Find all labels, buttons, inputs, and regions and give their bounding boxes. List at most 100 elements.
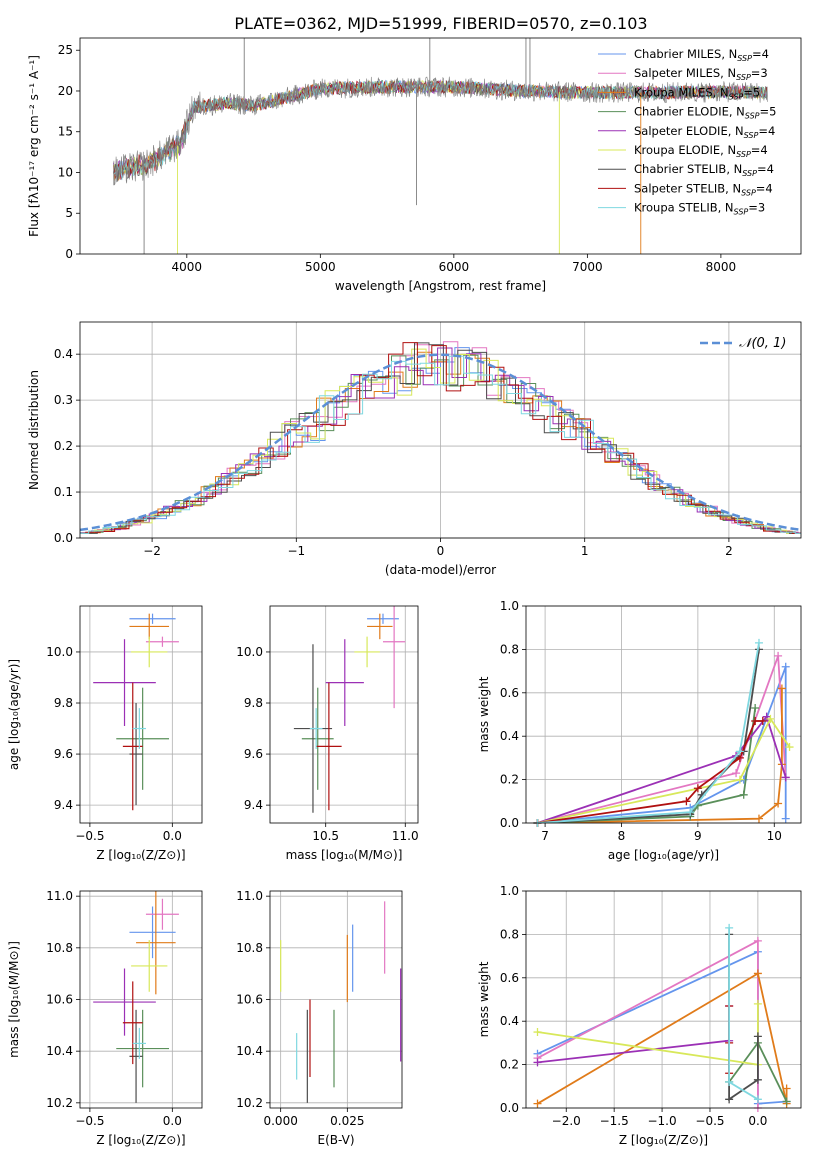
- y-tick-label: 0.4: [500, 1014, 519, 1028]
- legend-label-main: Kroupa STELIB, N: [634, 201, 734, 215]
- histogram-kroupa-stelib: [80, 355, 801, 534]
- errorbar-chabrier-miles: [129, 906, 176, 959]
- errorbar-salpeter-elodie: [93, 639, 156, 726]
- x-tick-label: −0.5: [75, 829, 104, 843]
- y-tick-label: 9.4: [244, 798, 263, 812]
- weight-marker-kroupa-stelib: [725, 1077, 734, 1086]
- errorbar-chabrier-miles: [129, 613, 176, 624]
- y-tick-label: 0.4: [54, 347, 73, 361]
- axes-frame: [79, 605, 203, 824]
- legend-label-main: Salpeter MILES, N: [634, 66, 736, 80]
- x-tick-label: 9: [694, 829, 702, 843]
- x-tick-label: −2.0: [552, 1114, 581, 1128]
- x-tick-label: 7: [541, 829, 549, 843]
- axes-weight-vs-age: 7 8 9 10 0.0 0.2 0.4 0.6 0.8 1.0 age [log₁₀(age/yr…: [477, 599, 801, 862]
- x-axis-label: mass [log₁₀(M/M⊙)]: [286, 848, 403, 862]
- weight-marker-kroupa-elodie: [785, 743, 794, 752]
- legend-label-main: Chabrier MILES, N: [634, 47, 737, 61]
- x-tick-label: 11.0: [392, 829, 419, 843]
- legend-label-tail: =3: [748, 201, 765, 215]
- weight-marker-salpeter-stelib: [682, 797, 691, 806]
- legend-label-chabrier-elodie: Chabrier ELODIE, NSSP=5: [634, 105, 776, 121]
- y-tick-label: 10.4: [236, 1044, 263, 1058]
- legend-label-tail: =4: [758, 124, 775, 138]
- y-tick-label: 25: [58, 43, 73, 57]
- weight-marker-kroupa-stelib: [735, 747, 744, 756]
- legend-label-tail: =4: [757, 162, 774, 176]
- weight-marker-kroupa-elodie: [753, 999, 762, 1008]
- errorbar-salpeter-elodie: [325, 639, 364, 726]
- x-tick-label: 2: [725, 544, 733, 558]
- weight-line-kroupa-elodie: [537, 717, 791, 823]
- y-axis-label: age [log₁₀(age/yr)]: [7, 659, 21, 770]
- weight-marker-kroupa-miles: [774, 799, 783, 808]
- legend-label-tail: =4: [751, 143, 768, 157]
- legend-label-salpeter-stelib: Salpeter STELIB, NSSP=4: [634, 181, 773, 197]
- y-tick-label: 10.0: [236, 645, 263, 659]
- y-tick-label: 9.6: [54, 747, 73, 761]
- errorbar-kroupa-elodie: [131, 636, 168, 668]
- x-axis-label: Z [log₁₀(Z/Z⊙)]: [619, 1133, 708, 1147]
- x-tick-label: 4000: [172, 260, 203, 274]
- y-tick-label: 15: [58, 125, 73, 139]
- y-tick-label: 0.4: [500, 729, 519, 743]
- legend-label-sub: SSP: [736, 73, 751, 82]
- x-axis-label: Z [log₁₀(Z/Z⊙)]: [96, 1133, 185, 1147]
- errorbar-salpeter-elodie: [93, 968, 156, 1036]
- weight-marker-chabrier-miles: [781, 814, 790, 823]
- normal-reference-curve: [80, 353, 801, 532]
- weight-marker-salpeter-miles: [774, 651, 783, 660]
- weight-line-kroupa-stelib: [537, 642, 760, 823]
- y-tick-label: 0.0: [54, 531, 73, 545]
- legend-label-main: Kroupa ELODIE, N: [634, 143, 736, 157]
- y-tick-label: 0.8: [500, 642, 519, 656]
- weight-marker-chabrier-stelib: [753, 1075, 762, 1084]
- axes-frame: [79, 37, 802, 255]
- y-tick-label: 0: [65, 247, 73, 261]
- weight-marker-salpeter-miles: [732, 769, 741, 778]
- errorbar-kroupa-stelib: [132, 1027, 146, 1059]
- errorbar-salpeter-stelib: [316, 682, 342, 811]
- observed-spectrum-line: [113, 76, 768, 186]
- weight-line-kroupa-miles: [537, 972, 788, 1105]
- y-tick-label: 5: [65, 206, 73, 220]
- axes-mass-vs-ebv: 0.000 0.025 10.2 10.4 10.6 10.8 11.0 E(B-V): [236, 889, 402, 1147]
- y-tick-label: 0.6: [500, 686, 519, 700]
- x-tick-label: 8000: [706, 260, 737, 274]
- legend-label-tail: =4: [756, 181, 773, 195]
- weight-marker-kroupa-elodie: [766, 714, 775, 723]
- y-tick-label: 9.8: [244, 696, 263, 710]
- normal-legend-label: 𝒩(0, 1): [739, 336, 786, 351]
- x-tick-label: 8: [618, 829, 626, 843]
- weight-marker-kroupa-miles: [533, 1099, 542, 1108]
- x-tick-label: 0: [437, 544, 445, 558]
- y-tick-label: 10.8: [46, 941, 73, 955]
- weight-marker-salpeter-elodie: [781, 773, 790, 782]
- errorbar-kroupa-stelib: [309, 708, 323, 749]
- legend-label-main: Chabrier ELODIE, N: [634, 105, 745, 119]
- errorbar-kroupa-miles: [136, 891, 176, 995]
- weight-marker-kroupa-stelib: [725, 923, 734, 932]
- weight-marker-chabrier-stelib: [753, 1032, 762, 1041]
- errorbar-salpeter-miles: [382, 606, 406, 709]
- y-tick-label: 9.4: [54, 798, 73, 812]
- weight-marker-kroupa-miles: [782, 1084, 791, 1093]
- y-tick-label: 0.6: [500, 971, 519, 985]
- x-tick-label: 0.000: [263, 1114, 297, 1128]
- legend-label-tail: =4: [752, 47, 769, 61]
- y-tick-label: 0.3: [54, 393, 73, 407]
- y-tick-label: 10.6: [46, 993, 73, 1007]
- errorbar-kroupa-elodie: [131, 940, 168, 992]
- y-tick-label: 10.2: [46, 1096, 73, 1110]
- x-tick-label: 0.0: [163, 829, 182, 843]
- x-tick-label: 10.5: [312, 829, 339, 843]
- y-tick-label: 0.2: [500, 1058, 519, 1072]
- legend-label-chabrier-miles: Chabrier MILES, NSSP=4: [634, 47, 769, 63]
- x-tick-label: 0.0: [748, 1114, 767, 1128]
- x-tick-label: 7000: [572, 260, 603, 274]
- x-tick-label: 6000: [439, 260, 470, 274]
- y-axis-label: mass weight: [477, 961, 491, 1037]
- x-tick-label: 10: [767, 829, 782, 843]
- legend-label-main: Kroupa MILES, N: [634, 85, 729, 99]
